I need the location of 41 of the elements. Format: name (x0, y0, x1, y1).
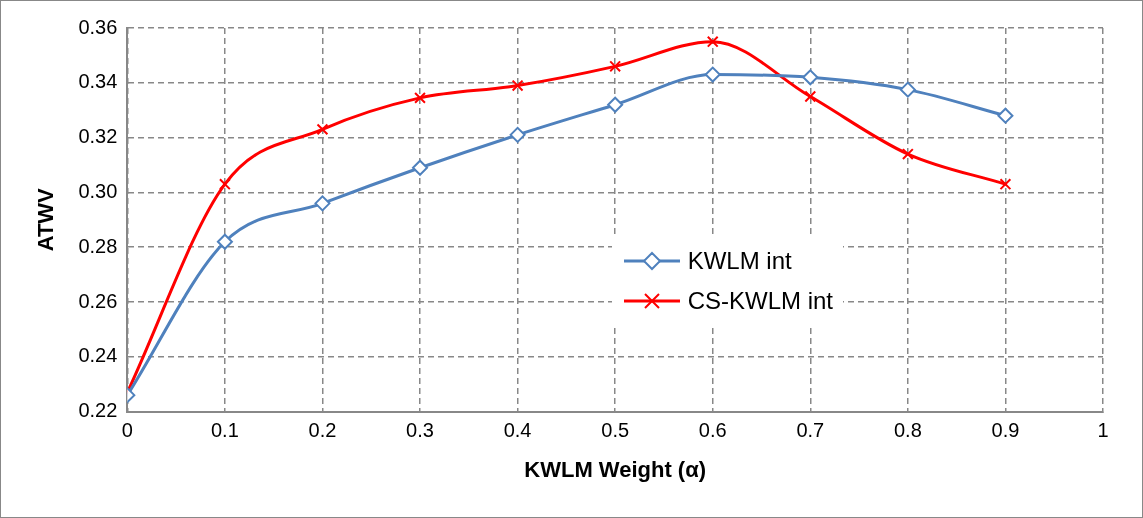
point (609, 60, 622, 73)
point (414, 91, 426, 104)
point (704, 66, 721, 83)
x-tick-label: 0.1 (210, 419, 239, 442)
point (802, 69, 819, 86)
y-tick-label: 0.26 (78, 289, 118, 312)
point (316, 123, 329, 136)
point (804, 90, 817, 103)
x-axis-title: KWLM Weight (α) (524, 456, 707, 482)
point (899, 81, 916, 98)
y-tick-label: 0.22 (78, 399, 118, 422)
point (999, 178, 1012, 191)
x-tick-label: 0.2 (308, 419, 337, 442)
y-tick-label: 0.32 (78, 125, 118, 148)
y-tick-label: 0.28 (78, 234, 118, 257)
point (706, 35, 719, 48)
y-axis-title: ATWV (33, 187, 59, 252)
point (412, 159, 429, 176)
point (218, 178, 231, 191)
y-tick-label: 0.36 (78, 15, 118, 38)
x-tick-label: 1 (1097, 419, 1109, 442)
x-tick-label: 0.4 (503, 419, 532, 442)
y-tick-label: 0.24 (78, 344, 118, 367)
x-tick-label: 0.8 (893, 419, 922, 442)
legend-label: KWLM int (687, 247, 792, 275)
y-tick-label: 0.34 (78, 70, 118, 93)
point (901, 148, 914, 160)
x-tick-label: 0 (121, 419, 133, 442)
point (607, 96, 624, 113)
x-tick-label: 0.7 (796, 419, 825, 442)
x-tick-label: 0.9 (991, 419, 1020, 442)
x-tick-label: 0.5 (601, 419, 630, 442)
x-tick-label: 0.6 (698, 419, 727, 442)
x-tick-label: 0.3 (406, 419, 434, 442)
legend-label: CS-KWLM int (687, 287, 833, 315)
point (511, 79, 524, 92)
point (997, 107, 1014, 124)
point (314, 195, 331, 212)
point (216, 233, 233, 250)
point (509, 126, 526, 143)
y-tick-label: 0.30 (78, 179, 118, 202)
